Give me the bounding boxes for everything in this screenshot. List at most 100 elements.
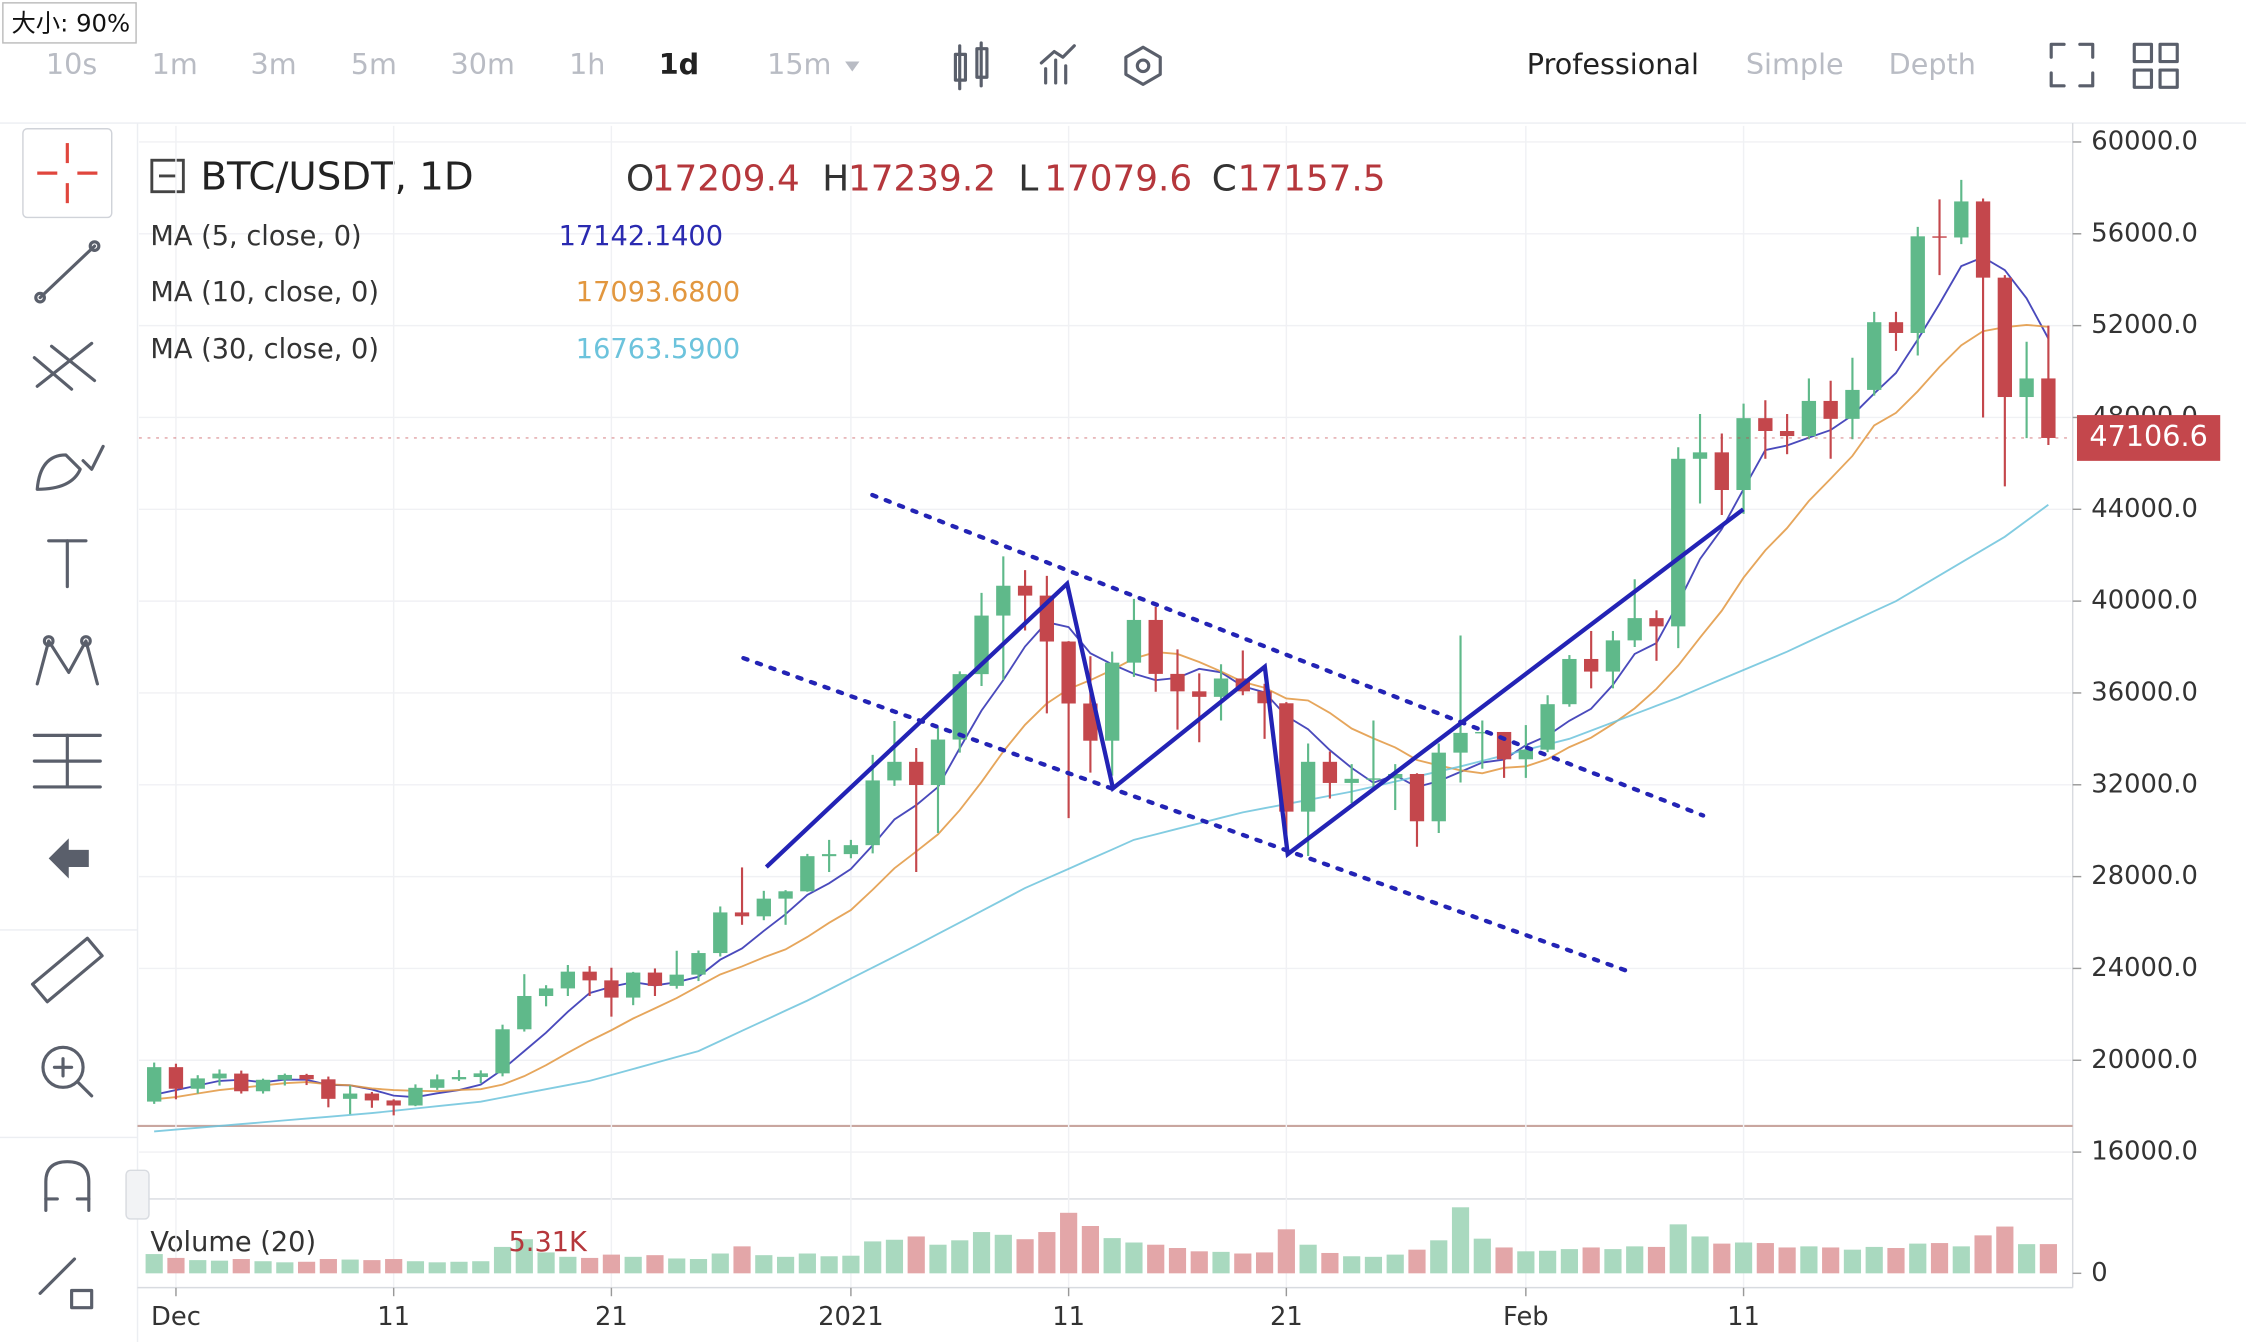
candle-body bbox=[2019, 378, 2034, 398]
candle-body bbox=[1017, 585, 1033, 596]
volume-bar bbox=[1495, 1247, 1513, 1274]
volume-bar bbox=[1060, 1212, 1078, 1274]
volume-bar bbox=[1930, 1243, 1949, 1274]
volume-bars bbox=[145, 1207, 2057, 1274]
y-tick-label: 52000.0 bbox=[2091, 310, 2198, 340]
y-tick-label: 20000.0 bbox=[2091, 1045, 2198, 1075]
y-tick-label: 36000.0 bbox=[2091, 677, 2198, 707]
candle-body bbox=[669, 974, 684, 986]
ohlc-key: C bbox=[1212, 158, 1237, 199]
brush-tool[interactable] bbox=[35, 444, 105, 491]
crosshair-tool[interactable] bbox=[22, 128, 113, 219]
fork-tool[interactable] bbox=[32, 341, 97, 391]
y-tick-label: 56000.0 bbox=[2091, 218, 2198, 248]
volume-bar bbox=[1386, 1254, 1404, 1274]
view-button[interactable]: Simple bbox=[1746, 47, 1844, 81]
volume-bar bbox=[885, 1239, 904, 1274]
interval-button[interactable]: 1h bbox=[569, 47, 605, 81]
candle-body bbox=[1605, 640, 1621, 672]
layout-button[interactable] bbox=[2132, 42, 2179, 89]
volume-bar bbox=[1843, 1249, 1862, 1274]
volume-bar bbox=[646, 1255, 664, 1274]
pattern-tool[interactable] bbox=[35, 635, 99, 686]
view-button[interactable]: Professional bbox=[1527, 47, 1699, 81]
volume-bar bbox=[1822, 1247, 1840, 1274]
volume-bar bbox=[145, 1254, 163, 1274]
volume-bar bbox=[1778, 1247, 1796, 1274]
collapse-box[interactable] bbox=[150, 158, 185, 194]
interval-button[interactable]: 5m bbox=[351, 47, 397, 81]
x-tick-label: 21 bbox=[1270, 1302, 1303, 1332]
volume-bar bbox=[907, 1236, 925, 1274]
lock-tool[interactable] bbox=[38, 1257, 94, 1310]
volume-bar bbox=[276, 1262, 294, 1274]
volume-bar bbox=[798, 1253, 816, 1274]
candle-body bbox=[1192, 691, 1207, 697]
candle-body bbox=[1453, 732, 1468, 753]
volume-bar bbox=[1560, 1249, 1578, 1274]
interval-button[interactable]: 1d bbox=[659, 47, 699, 81]
y-tick-label: 44000.0 bbox=[2091, 494, 2198, 524]
zoom-tool[interactable] bbox=[41, 1045, 94, 1098]
ruler-tool[interactable] bbox=[30, 936, 104, 1004]
volume-bar bbox=[820, 1256, 838, 1274]
candle-body bbox=[1409, 773, 1425, 822]
volume-bar bbox=[1234, 1253, 1252, 1274]
candle-body bbox=[1845, 389, 1860, 419]
interval-button[interactable]: 15m bbox=[767, 47, 831, 81]
interval-button[interactable]: 3m bbox=[251, 47, 297, 81]
text-tool[interactable] bbox=[47, 539, 88, 589]
candle-body bbox=[1105, 662, 1120, 741]
volume-bar bbox=[559, 1256, 577, 1274]
settings-button[interactable] bbox=[1124, 45, 1162, 86]
candle-body bbox=[996, 585, 1011, 616]
y-tick-label: 32000.0 bbox=[2091, 769, 2198, 799]
ohlc-value: 17209.4 bbox=[652, 158, 800, 199]
volume-bar bbox=[1255, 1252, 1274, 1274]
trendline-tool[interactable] bbox=[34, 240, 101, 304]
crosshair-icon bbox=[37, 143, 98, 204]
volume-bar bbox=[581, 1257, 599, 1274]
candle-body bbox=[234, 1073, 249, 1092]
volume-bar bbox=[232, 1259, 250, 1274]
last-price-tag bbox=[2076, 415, 2221, 461]
interval-button[interactable]: 1m bbox=[152, 47, 198, 81]
volume-readout: 5.31K bbox=[509, 1227, 589, 1258]
x-tick-label: 11 bbox=[1727, 1302, 1760, 1332]
collapse-tool[interactable] bbox=[48, 838, 89, 879]
candle-body bbox=[1888, 322, 1904, 333]
view-button[interactable]: Depth bbox=[1889, 47, 1976, 81]
candle-body bbox=[1736, 418, 1751, 491]
indicator-button[interactable] bbox=[1039, 44, 1076, 85]
volume-bar bbox=[406, 1261, 425, 1274]
ma-legend-value: 17142.1400 bbox=[559, 221, 723, 252]
candle-body bbox=[190, 1078, 205, 1089]
volume-bar bbox=[1974, 1235, 1992, 1274]
candle-body bbox=[1823, 400, 1838, 419]
volume-bar bbox=[1669, 1224, 1687, 1274]
candle-body bbox=[1758, 418, 1773, 432]
magnet-tool[interactable] bbox=[44, 1160, 91, 1212]
volume-bar bbox=[472, 1261, 490, 1274]
ohlc-value: 17157.5 bbox=[1238, 158, 1386, 199]
volume-bar bbox=[602, 1254, 620, 1274]
candle-body bbox=[1061, 641, 1076, 704]
scroll-handle[interactable] bbox=[125, 1169, 150, 1220]
x-tick-label: Dec bbox=[151, 1302, 201, 1332]
dropdown-arrow[interactable] bbox=[845, 61, 860, 72]
volume-bar bbox=[1451, 1207, 1470, 1274]
position-tool[interactable] bbox=[32, 733, 102, 789]
candle-body bbox=[1692, 452, 1708, 459]
volume-bar bbox=[1103, 1238, 1121, 1274]
interval-button[interactable]: 10s bbox=[46, 47, 97, 81]
candle-body bbox=[582, 971, 597, 981]
fullscreen-button[interactable] bbox=[2049, 42, 2095, 88]
volume-bar bbox=[1756, 1243, 1774, 1274]
candle-body bbox=[1170, 673, 1185, 692]
candle-type-button[interactable] bbox=[953, 41, 989, 91]
volume-bar bbox=[951, 1240, 969, 1274]
ma-legend-name: MA (30, close, 0) bbox=[150, 334, 379, 365]
interval-button[interactable]: 30m bbox=[451, 47, 515, 81]
candle-body bbox=[1801, 400, 1817, 437]
